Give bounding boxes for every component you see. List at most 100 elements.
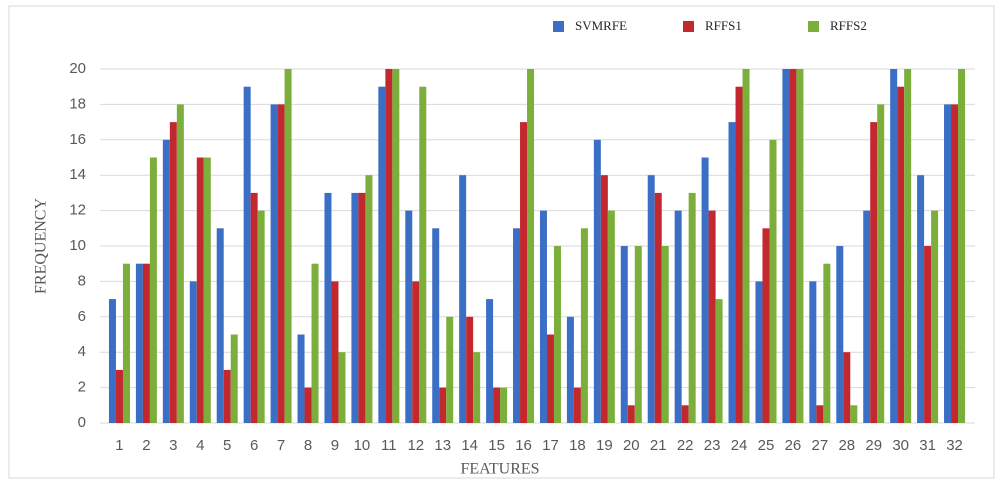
x-tick-label: 19 [596, 437, 613, 454]
bar [324, 192, 332, 423]
y-tick-label: 2 [78, 379, 86, 396]
bar [782, 69, 790, 423]
x-tick-label: 24 [731, 437, 748, 454]
bar [176, 104, 184, 424]
x-tick-label: 12 [407, 437, 424, 454]
x-tick-label: 7 [277, 437, 285, 454]
bar [742, 69, 750, 423]
bar [755, 281, 763, 423]
bar [405, 210, 413, 423]
bar [331, 281, 339, 423]
bar [917, 175, 925, 423]
bar [520, 122, 528, 423]
bar [688, 192, 696, 423]
y-tick-label: 10 [69, 237, 86, 254]
bar [573, 387, 581, 423]
bar [620, 246, 628, 423]
bar [701, 157, 709, 423]
bar [270, 104, 278, 424]
bar [432, 228, 440, 423]
bar [924, 246, 932, 423]
bar [823, 263, 831, 423]
bar [243, 86, 251, 423]
x-tick-label: 27 [812, 437, 829, 454]
x-tick-label: 16 [515, 437, 532, 454]
bar [189, 281, 197, 423]
bar [419, 86, 427, 423]
bar [627, 405, 635, 423]
bar [473, 352, 481, 423]
bar [203, 157, 211, 423]
y-tick-label: 6 [78, 308, 86, 325]
x-tick-label: 2 [142, 437, 150, 454]
bar [500, 387, 508, 423]
bar [944, 104, 952, 424]
y-tick-label: 12 [69, 202, 86, 219]
bar [493, 387, 501, 423]
bar [843, 352, 851, 423]
bar [486, 299, 494, 423]
x-tick-label: 20 [623, 437, 640, 454]
bar [466, 316, 474, 423]
bar [904, 69, 912, 423]
x-tick-label: 13 [434, 437, 451, 454]
bar [250, 192, 258, 423]
bar [897, 86, 905, 423]
bar [513, 228, 521, 423]
x-axis-title: FEATURES [460, 461, 539, 478]
bar [257, 210, 265, 423]
y-axis-title: FREQUENCY [33, 198, 50, 294]
bar [789, 69, 797, 423]
legend-swatch [683, 21, 694, 32]
bar [365, 175, 373, 423]
x-tick-label: 29 [865, 437, 882, 454]
bar [439, 387, 447, 423]
x-tick-label: 30 [892, 437, 909, 454]
y-tick-label: 14 [69, 166, 86, 183]
x-tick-label: 14 [461, 437, 478, 454]
x-tick-label: 15 [488, 437, 505, 454]
bar [762, 228, 770, 423]
legend-swatch [553, 21, 564, 32]
bar [708, 210, 716, 423]
x-tick-label: 21 [650, 437, 667, 454]
bar [600, 175, 608, 423]
bar [223, 369, 231, 423]
x-tick-label: 25 [758, 437, 775, 454]
bar [108, 299, 116, 423]
bar [681, 405, 689, 423]
bar [196, 157, 204, 423]
x-tick-label: 26 [785, 437, 802, 454]
bar [539, 210, 547, 423]
x-tick-label: 4 [196, 437, 204, 454]
bar [863, 210, 871, 423]
bar [135, 263, 143, 423]
x-tick-label: 10 [354, 437, 371, 454]
x-tick-label: 23 [704, 437, 721, 454]
x-tick-label: 28 [838, 437, 855, 454]
x-tick-label: 31 [919, 437, 936, 454]
bar [169, 122, 177, 423]
x-tick-label: 32 [946, 437, 963, 454]
x-tick-label: 22 [677, 437, 694, 454]
bar [284, 69, 292, 423]
bar [392, 69, 400, 423]
legend-label: RFFS2 [830, 18, 867, 33]
y-tick-label: 20 [69, 60, 86, 77]
x-tick-label: 1 [115, 437, 123, 454]
x-tick-label: 8 [304, 437, 312, 454]
x-tick-label: 9 [331, 437, 339, 454]
bar [162, 139, 170, 424]
bar [931, 210, 939, 423]
bar [122, 263, 130, 423]
bar [816, 405, 824, 423]
bar [870, 122, 878, 423]
x-tick-label: 5 [223, 437, 231, 454]
bar [580, 228, 588, 423]
bar [115, 369, 123, 423]
bar [297, 334, 305, 423]
bar [216, 228, 224, 423]
bar [142, 263, 150, 423]
bar [446, 316, 454, 423]
